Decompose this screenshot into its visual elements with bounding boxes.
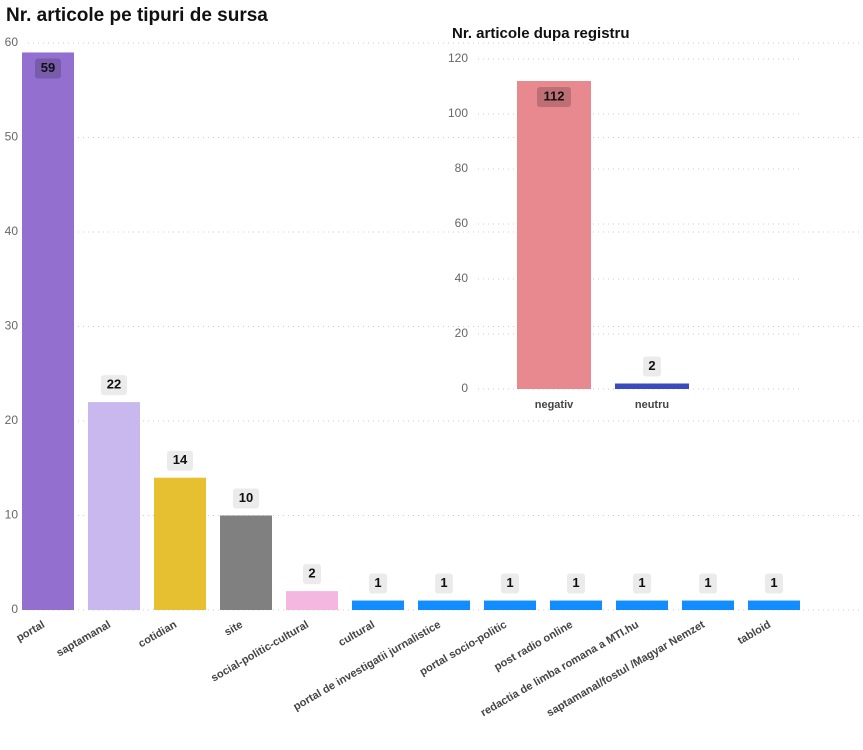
bar [88, 402, 140, 610]
chart: Nr. articole pe tipuri de sursa010203040… [5, 5, 860, 719]
x-tick-label: portal [14, 619, 46, 645]
x-tick-label: saptamanal [55, 619, 113, 660]
y-tick-label: 120 [448, 51, 468, 65]
y-tick-label: 50 [5, 130, 19, 144]
y-tick-label: 40 [455, 271, 469, 285]
bar [154, 477, 206, 610]
value-label: 1 [638, 575, 645, 590]
value-label: 1 [374, 575, 381, 590]
value-label: 14 [173, 452, 188, 467]
value-label-bg [369, 573, 387, 594]
bar [220, 515, 272, 610]
y-tick-label: 0 [11, 602, 18, 616]
y-tick-label: 20 [5, 413, 19, 427]
value-label: 2 [648, 358, 655, 373]
value-label-bg [35, 58, 61, 79]
y-tick-label: 60 [455, 216, 469, 230]
y-tick-label: 30 [5, 319, 19, 333]
value-label: 22 [107, 377, 121, 392]
value-label-bg [567, 573, 585, 594]
x-tick-label: neutru [635, 399, 669, 411]
x-tick-label: tabloid [736, 619, 773, 647]
chart-title: Nr. articole dupa registru [452, 25, 630, 42]
x-tick-label: negativ [535, 399, 574, 411]
value-label: 2 [308, 566, 315, 581]
chart-title: Nr. articole pe tipuri de sursa [6, 5, 268, 26]
value-label-bg [633, 573, 651, 594]
value-label: 10 [239, 490, 253, 505]
y-tick-label: 60 [5, 35, 19, 49]
value-label-bg [167, 450, 193, 471]
value-label-bg [765, 573, 783, 594]
bar [352, 600, 404, 610]
value-label-bg [537, 87, 571, 107]
x-tick-label: cotidian [136, 619, 179, 651]
y-tick-label: 80 [455, 161, 469, 175]
bar [517, 81, 591, 389]
value-label: 1 [704, 575, 711, 590]
value-label-bg [303, 564, 321, 585]
value-label-bg [643, 356, 661, 377]
value-label-bg [435, 573, 453, 594]
y-tick-label: 0 [461, 381, 468, 395]
bar [22, 52, 74, 610]
value-label: 112 [544, 88, 565, 103]
value-label-bg [699, 573, 717, 594]
bar [616, 600, 668, 610]
x-tick-label: cultural [337, 619, 377, 649]
value-label: 59 [41, 60, 55, 75]
value-label: 1 [770, 575, 777, 590]
y-tick-label: 20 [455, 326, 469, 340]
chart: Nr. articole dupa registru 0 20 40 60 80 100 12… [448, 25, 800, 411]
bar [748, 600, 800, 610]
bar [682, 600, 734, 610]
value-label: 1 [572, 575, 579, 590]
bar [615, 383, 689, 389]
y-tick-label: 40 [5, 224, 19, 238]
value-label-bg [233, 488, 259, 509]
value-label: 1 [506, 575, 513, 590]
y-tick-label: 100 [448, 106, 468, 120]
value-label-bg [101, 375, 127, 396]
value-label-bg [501, 573, 519, 594]
bar [484, 600, 536, 610]
value-label: 1 [440, 575, 447, 590]
bar [418, 600, 470, 610]
bar [550, 600, 602, 610]
x-tick-label: site [223, 619, 245, 639]
bar [286, 591, 338, 610]
y-tick-label: 10 [5, 508, 19, 522]
